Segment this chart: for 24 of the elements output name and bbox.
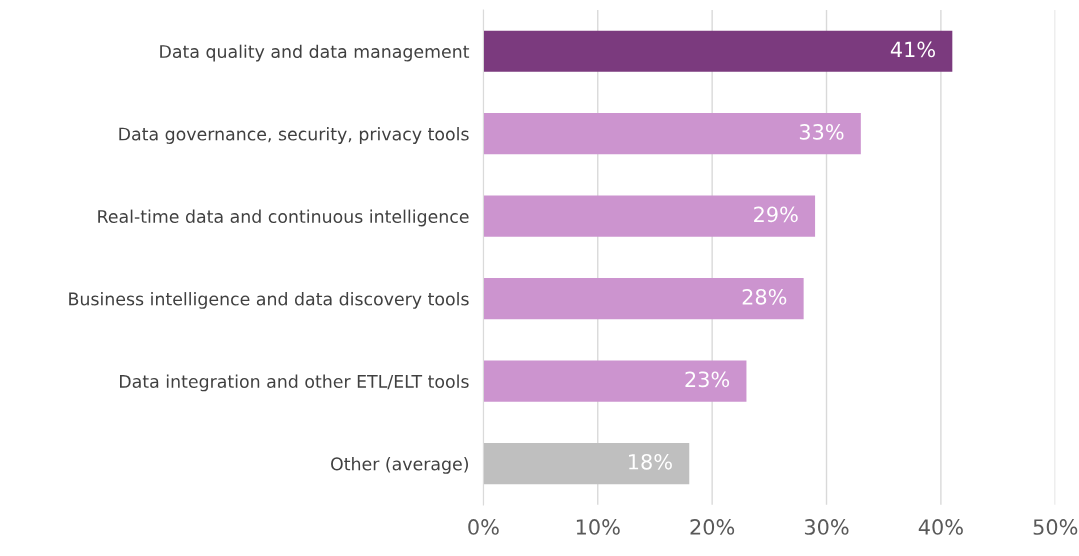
data-label: 28% [742, 288, 787, 305]
x-tick-label: 10% [576, 519, 620, 535]
data-label: 29% [754, 206, 798, 223]
y-tick-label: Other (average) [331, 457, 469, 474]
x-tick-label: 0% [468, 519, 499, 535]
x-tick-label: 20% [690, 519, 735, 535]
bar [483, 360, 747, 402]
x-tick-label: 30% [804, 519, 849, 535]
y-tick-label: Business intelligence and data discovery tools [69, 292, 469, 309]
y-tick-label: Data integration and other ETL/ELT tools [120, 374, 469, 392]
bar [483, 278, 804, 320]
data-label: 33% [799, 124, 844, 140]
bar [483, 113, 861, 155]
bar [483, 442, 690, 485]
data-label: 41% [890, 41, 935, 58]
data-label: 18% [629, 453, 672, 470]
y-tick-label: Data quality and data management [160, 44, 470, 62]
y-tick-label: Data governance, security, privacy tools [119, 127, 469, 144]
bar [483, 195, 816, 237]
x-tick-label: 50% [1033, 519, 1078, 535]
x-tick-label: 40% [918, 519, 963, 535]
data-label: 23% [685, 371, 730, 388]
bar [483, 30, 953, 72]
y-tick-label: Real-time data and continuous intelligence [98, 209, 469, 227]
